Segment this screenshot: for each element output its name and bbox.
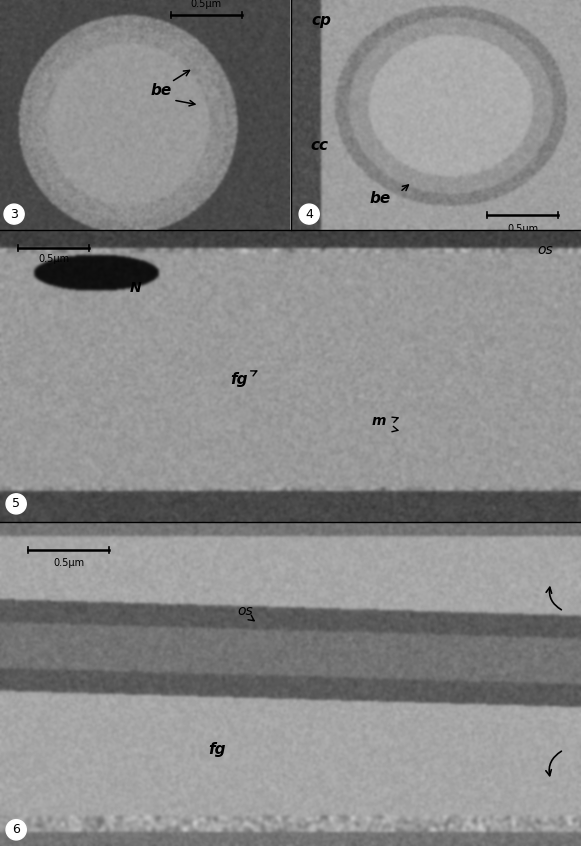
Text: 4: 4	[305, 207, 313, 221]
Text: 6: 6	[12, 823, 20, 837]
Text: m: m	[372, 415, 386, 428]
Text: be: be	[151, 83, 172, 97]
Text: os: os	[538, 244, 554, 257]
Text: os: os	[238, 604, 253, 618]
Text: 0.5μm: 0.5μm	[191, 0, 222, 9]
Circle shape	[6, 494, 26, 514]
Text: fg: fg	[209, 742, 226, 757]
Text: cp: cp	[311, 13, 331, 28]
Text: cc: cc	[310, 138, 328, 152]
Text: 0.5μm: 0.5μm	[38, 255, 69, 264]
Circle shape	[299, 204, 320, 224]
Text: be: be	[369, 190, 390, 206]
Text: N: N	[130, 282, 141, 295]
Text: 3: 3	[10, 207, 18, 221]
Text: 5: 5	[12, 497, 20, 510]
Circle shape	[6, 820, 26, 840]
Text: fg: fg	[231, 371, 248, 387]
Circle shape	[4, 204, 24, 224]
Text: 0.5μm: 0.5μm	[507, 224, 538, 234]
Text: 0.5μm: 0.5μm	[53, 558, 84, 569]
